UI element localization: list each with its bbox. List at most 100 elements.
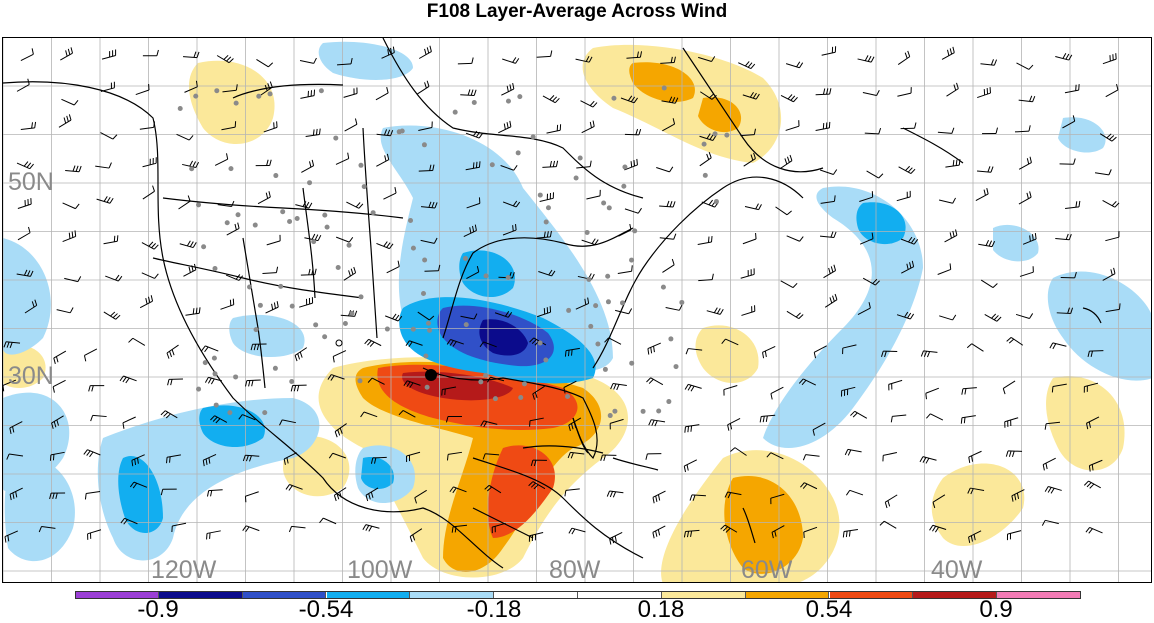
wind-barb-flag xyxy=(785,158,787,164)
wind-barb-flag xyxy=(68,49,70,55)
wind-barb-flag xyxy=(1035,233,1036,239)
wind-barb-flag xyxy=(298,354,300,360)
wind-barb-flag xyxy=(930,525,933,530)
wind-barb-flag xyxy=(1076,201,1077,207)
wind-barb-flag xyxy=(1029,65,1033,69)
wind-barb-flag xyxy=(123,377,126,382)
wind-barb-flag xyxy=(906,166,910,170)
wind-barb-flag xyxy=(988,166,990,172)
wind-barb xyxy=(741,274,754,278)
wind-barb-flag xyxy=(161,411,165,415)
station-dot xyxy=(236,212,241,217)
wind-barb-flag xyxy=(269,191,270,197)
wind-barb-flag xyxy=(315,269,316,275)
wind-barb-flag xyxy=(556,161,557,167)
wind-barb-flag xyxy=(116,315,120,319)
wind-barb-flag xyxy=(763,416,764,422)
wind-barb xyxy=(781,281,793,288)
wind-barb-flag xyxy=(905,53,907,59)
wind-barb-flag xyxy=(991,59,993,65)
wind-barb-flag xyxy=(756,204,759,209)
map-panel[interactable]: 50N 30N 120W 100W 80W 60W 40W xyxy=(2,37,1152,583)
station-dot xyxy=(254,327,259,332)
wind-barb-flag xyxy=(685,384,688,389)
wind-barb-flag xyxy=(189,267,190,273)
wind-barb-flag xyxy=(79,166,81,172)
station-dot xyxy=(234,101,239,106)
wind-barb xyxy=(547,130,561,133)
wind-barb xyxy=(86,492,100,494)
wind-barb-flag xyxy=(266,193,267,199)
negative-shade xyxy=(3,238,51,355)
wind-barb xyxy=(417,86,429,94)
wind-barb-flag xyxy=(637,159,638,165)
wind-barb xyxy=(1017,63,1029,70)
wind-barb xyxy=(256,59,268,66)
wind-barb xyxy=(985,314,997,321)
wind-barb-flag xyxy=(987,188,988,194)
wind-barb-flag xyxy=(355,119,356,125)
station-dot xyxy=(343,321,348,326)
wind-barb-flag xyxy=(69,114,71,120)
wind-barb-flag xyxy=(309,203,312,208)
wind-barb-flag xyxy=(748,63,752,68)
wind-barb-flag xyxy=(803,455,805,461)
wind-barb-flag xyxy=(953,198,956,203)
station-dot xyxy=(620,300,625,305)
wind-barb-flag xyxy=(1003,388,1005,394)
wind-barb xyxy=(18,204,31,208)
wind-barb-flag xyxy=(708,237,709,243)
station-dot xyxy=(268,91,273,96)
wind-barb-flag xyxy=(687,465,688,471)
wind-barb xyxy=(781,95,793,101)
wind-barb-flag xyxy=(648,349,649,355)
wind-barb-flag xyxy=(565,351,566,357)
wind-barb-flag xyxy=(359,204,363,208)
wind-barb-flag xyxy=(277,301,278,307)
wind-barb xyxy=(787,311,799,318)
wind-barb-flag xyxy=(384,242,388,247)
wind-barb xyxy=(143,163,157,166)
wind-barb xyxy=(615,310,629,313)
wind-barb-flag xyxy=(658,530,659,536)
wind-barb-flag xyxy=(1009,339,1014,343)
wind-barb-flag xyxy=(969,457,970,463)
wind-barb xyxy=(301,166,313,173)
station-dot xyxy=(595,341,600,346)
wind-barb xyxy=(183,57,197,58)
wind-barb-flag xyxy=(1053,344,1056,349)
wind-barb-flag xyxy=(110,198,113,203)
coastline xyxy=(153,258,363,298)
wind-barb-flag xyxy=(1112,137,1116,141)
station-dot xyxy=(662,86,667,91)
station-dot xyxy=(258,303,263,308)
wind-barb-flag xyxy=(366,525,369,530)
station-dot xyxy=(593,303,598,308)
wind-barb-flag xyxy=(989,241,991,246)
wind-barb xyxy=(728,418,740,424)
station-dot xyxy=(289,379,294,384)
wind-barb-flag xyxy=(831,266,833,272)
wind-barb xyxy=(763,346,776,352)
colorbar-label: -0.9 xyxy=(137,598,178,622)
station-dot xyxy=(478,379,483,384)
wind-barb xyxy=(1008,531,1022,534)
wind-barb-flag xyxy=(926,414,930,418)
wind-barb xyxy=(460,95,474,96)
wind-barb-flag xyxy=(320,518,324,523)
wind-barb xyxy=(582,126,595,132)
wind-barb-flag xyxy=(172,349,174,355)
wind-barb xyxy=(63,236,76,241)
wind-barb-flag xyxy=(853,413,857,417)
wind-barb xyxy=(104,241,118,243)
wind-barb-flag xyxy=(76,166,78,172)
wind-barb-flag xyxy=(69,233,70,239)
wind-barb-flag xyxy=(572,529,575,534)
colorbar-label: 0.9 xyxy=(979,598,1012,622)
wind-barb-flag xyxy=(891,416,892,422)
wind-barb-flag xyxy=(835,294,837,300)
wind-barb xyxy=(930,414,943,420)
wind-barb xyxy=(816,94,830,95)
wind-barb-flag xyxy=(1117,84,1118,90)
station-dot xyxy=(422,258,427,263)
